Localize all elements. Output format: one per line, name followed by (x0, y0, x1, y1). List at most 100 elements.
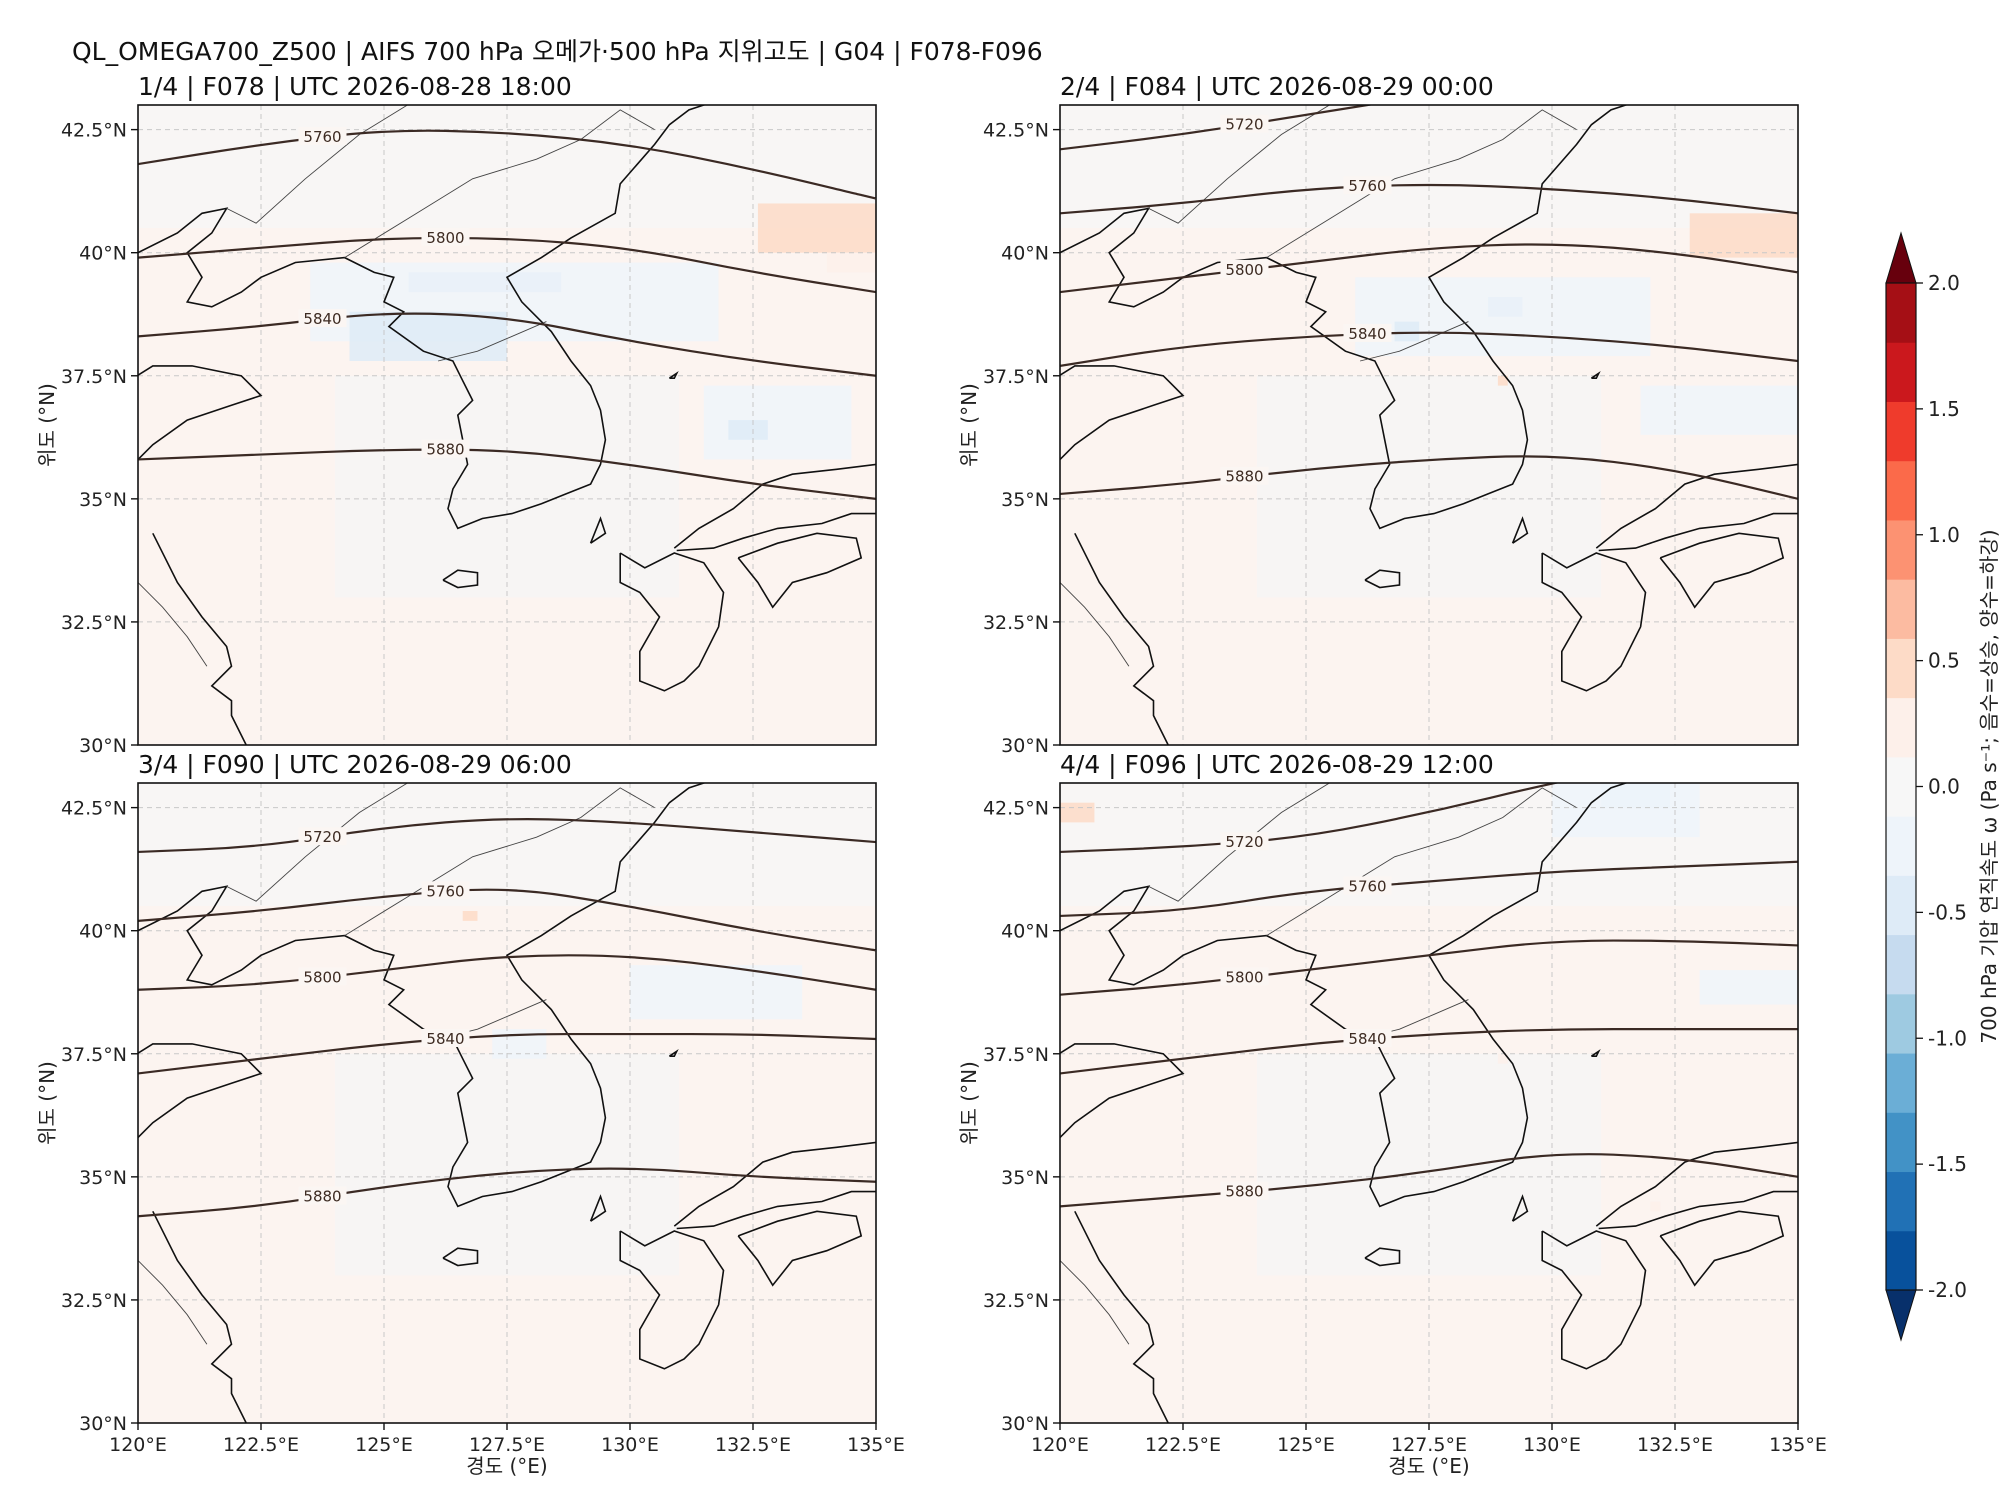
coastline (737, 1210, 863, 1287)
lon-tick-label: 127.5°E (1391, 1434, 1467, 1456)
x-axis-label: 경도 (°E) (1388, 1454, 1469, 1478)
lat-tick-label: 35°N (1001, 489, 1049, 511)
lat-tick-label: 40°N (79, 243, 127, 265)
border-line (344, 109, 655, 258)
map-frame (137, 104, 877, 746)
coastline (1074, 1210, 1169, 1423)
lat-tick-label: 40°N (79, 921, 127, 943)
lon-tick-label: 130°E (601, 1434, 659, 1456)
x-axis-label: 경도 (°E) (466, 1454, 547, 1478)
z500-contour (1060, 455, 1798, 500)
coastline (1590, 370, 1601, 379)
z500-contour (138, 236, 876, 294)
contour-label-bg (298, 309, 347, 328)
coastline (138, 1043, 263, 1192)
z500-contour (1060, 105, 1375, 151)
lon-tick-label: 120°E (109, 1434, 167, 1456)
lon-tick-label: 135°E (847, 1434, 905, 1456)
z500-contour (1060, 939, 1798, 996)
colorbar-tick-label: -0.5 (1928, 900, 1967, 924)
colorbar-label: 700 hPa 기압 연직속도 ω (Pa s⁻¹; 음수=상승, 양수=하강) (1977, 529, 2001, 1043)
colorbar-segment (1886, 519, 1916, 580)
colorbar-segment (1886, 1230, 1916, 1291)
map-panel-2: 5720 5760 5800 5840 5880 2/4 | F084 | UTC 202… (957, 72, 1799, 757)
lat-tick-label: 42.5°N (61, 120, 127, 142)
lon-tick-label: 125°E (355, 1434, 413, 1456)
colorbar-tick-label: 0.0 (1928, 775, 1960, 799)
border-line (138, 581, 208, 667)
coastline (1598, 512, 1798, 552)
z500-contour (138, 1032, 876, 1075)
contour-label: 5760 (426, 882, 464, 900)
map-field: 5720 5760 5800 5840 5880 (1060, 105, 1798, 745)
lat-tick-label: 30°N (1001, 1413, 1049, 1435)
colorbar-segment (1886, 816, 1916, 876)
contour-label: 5760 (1348, 177, 1386, 195)
coastline (152, 1210, 247, 1423)
contour-label: 5840 (303, 310, 341, 328)
colorbar-tick-label: 1.5 (1928, 397, 1960, 421)
coastline (138, 365, 263, 514)
border-line (1060, 581, 1130, 667)
contour-label-bg (1343, 1029, 1392, 1047)
colorbar-tick-label: -2.0 (1928, 1278, 1967, 1302)
contour-label: 5760 (1348, 877, 1386, 895)
contour-label: 5720 (303, 828, 341, 846)
contour-label: 5840 (426, 1030, 464, 1048)
contour-label-bg (1343, 323, 1392, 342)
lat-tick-label: 42.5°N (61, 798, 127, 820)
lat-tick-label: 42.5°N (983, 798, 1049, 820)
coastline (138, 105, 707, 530)
border-line (1266, 109, 1577, 258)
contour-label-bg (1343, 876, 1392, 895)
omega-cell (1650, 1201, 1661, 1212)
omega-cell (826, 252, 876, 273)
coastline (442, 1247, 479, 1267)
colorbar-tick-label: -1.0 (1928, 1026, 1967, 1050)
map-panel-1: 5760 5800 5840 5880 1/4 | F078 | UTC 2026-08… (35, 72, 877, 757)
z500-contour (1060, 243, 1798, 294)
lat-tick-label: 32.5°N (61, 1290, 127, 1312)
coastline (1364, 569, 1401, 589)
contour-label-bg (1220, 466, 1269, 485)
lat-tick-label: 32.5°N (61, 612, 127, 634)
contour-label-bg (1220, 967, 1269, 986)
z500-contour (138, 129, 876, 200)
omega-cell (1552, 783, 1700, 838)
colorbar-extend-max (1885, 231, 1917, 284)
coastline (152, 532, 247, 745)
contour-label: 5880 (1225, 1183, 1263, 1201)
contour-label-bg (421, 881, 470, 900)
z500-contour (138, 1167, 876, 1218)
colorbar-segment (1886, 697, 1916, 758)
map-panel-4: 5720 5760 5800 5840 5880 4/4 | F096 | UTC 202… (957, 750, 1827, 1478)
border-line (1148, 783, 1331, 902)
omega-cell (1640, 385, 1798, 435)
coastline (1074, 532, 1169, 745)
lat-tick-label: 35°N (1001, 1167, 1049, 1189)
coastline (737, 532, 863, 609)
map-panel-3: 5720 5760 5800 5840 5880 3/4 | F090 | UTC 202… (35, 750, 905, 1478)
omega-cell (462, 911, 478, 921)
border-line (1060, 1259, 1130, 1345)
colorbar-segment (1886, 756, 1916, 817)
panel-title: 3/4 | F090 | UTC 2026-08-29 06:00 (138, 750, 572, 779)
contour-label: 5800 (426, 229, 464, 247)
lon-tick-label: 132.5°E (1637, 1434, 1713, 1456)
border-line (1266, 787, 1577, 936)
y-axis-label: 위도 (°N) (957, 383, 981, 467)
map-field: 5760 5800 5840 5880 (138, 105, 876, 745)
coastline (1541, 1230, 1647, 1370)
contour-label-bg (1220, 1181, 1269, 1200)
z500-contour (1060, 860, 1798, 918)
colorbar: -2.0 -1.5 -1.0 -0.5 0.0 0.5 1.0 1.5 2.0 700 hPa 기… (1885, 231, 2001, 1342)
colorbar-tick-label: 2.0 (1928, 271, 1960, 295)
z500-contour (138, 312, 876, 377)
map-field: 5720 5760 5800 5840 5880 (138, 783, 876, 1423)
lat-tick-label: 35°N (79, 1167, 127, 1189)
contour-label-bg (1220, 114, 1269, 133)
contour-label-bg (298, 967, 347, 986)
contour-label: 5840 (1348, 325, 1386, 343)
lat-tick-label: 30°N (1001, 735, 1049, 757)
y-axis-label: 위도 (°N) (35, 1061, 59, 1145)
